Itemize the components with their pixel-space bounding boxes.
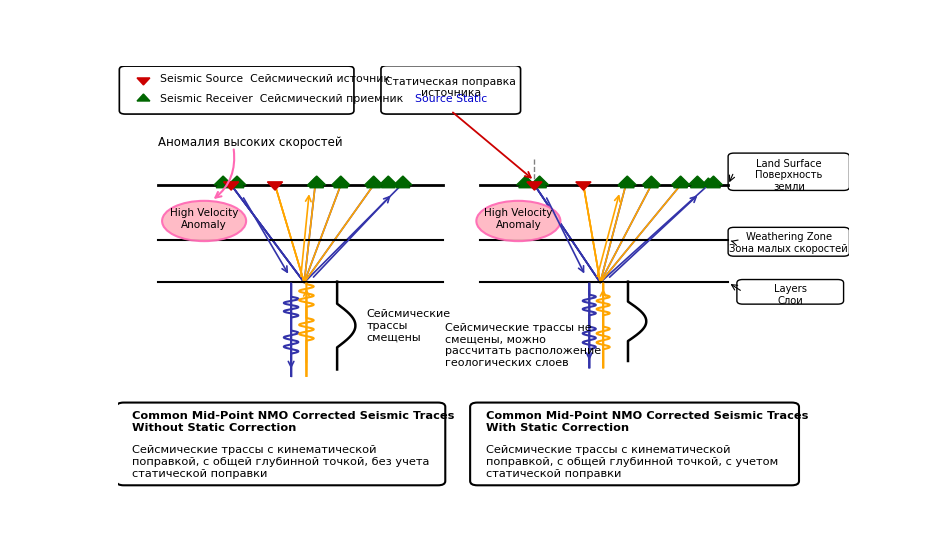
Polygon shape	[230, 180, 244, 188]
Text: Сейсмические трассы с кинематической
поправкой, с общей глубинной точкой, без уч: Сейсмические трассы с кинематической поп…	[132, 445, 430, 479]
Text: Статическая поправка
источника: Статическая поправка источника	[386, 77, 516, 98]
Polygon shape	[527, 182, 542, 190]
FancyBboxPatch shape	[116, 403, 445, 485]
Text: Source Static: Source Static	[415, 94, 487, 104]
Polygon shape	[367, 180, 381, 188]
Polygon shape	[394, 178, 409, 186]
Text: Seismic Receiver  Сейсмический приемник: Seismic Receiver Сейсмический приемник	[160, 94, 404, 104]
Polygon shape	[673, 180, 687, 188]
FancyBboxPatch shape	[471, 403, 799, 485]
FancyBboxPatch shape	[728, 153, 850, 191]
Polygon shape	[333, 178, 348, 186]
Polygon shape	[307, 176, 325, 185]
Polygon shape	[644, 180, 658, 188]
Polygon shape	[216, 180, 230, 188]
FancyBboxPatch shape	[381, 66, 521, 114]
Text: Common Mid-Point NMO Corrected Seismic Traces
Without Static Correction: Common Mid-Point NMO Corrected Seismic T…	[132, 411, 455, 433]
Text: Сейсмические трассы не
смещены, можно
рассчитать расположение
геологических слое: Сейсмические трассы не смещены, можно ра…	[445, 323, 602, 368]
Text: Сейсмические
трассы
смещены: Сейсмические трассы смещены	[367, 309, 451, 342]
Text: Weathering Zone
Зона малых скоростей: Weathering Zone Зона малых скоростей	[729, 232, 848, 253]
Text: High Velocity
Anomaly: High Velocity Anomaly	[170, 208, 239, 230]
Polygon shape	[701, 178, 716, 186]
Polygon shape	[519, 180, 533, 188]
Text: Common Mid-Point NMO Corrected Seismic Traces
With Static Correction: Common Mid-Point NMO Corrected Seismic T…	[487, 411, 808, 433]
Text: High Velocity
Anomaly: High Velocity Anomaly	[484, 208, 553, 230]
Polygon shape	[619, 178, 634, 186]
Polygon shape	[365, 176, 383, 185]
Polygon shape	[531, 176, 549, 185]
Text: Аномалия высоких скоростей: Аномалия высоких скоростей	[158, 136, 342, 149]
Ellipse shape	[162, 201, 246, 241]
Ellipse shape	[476, 201, 560, 241]
Polygon shape	[381, 180, 395, 188]
Polygon shape	[642, 176, 660, 185]
Polygon shape	[671, 176, 689, 185]
Polygon shape	[688, 176, 706, 185]
Polygon shape	[307, 178, 323, 186]
Polygon shape	[673, 178, 688, 186]
Polygon shape	[644, 178, 659, 186]
Polygon shape	[517, 176, 535, 185]
Polygon shape	[379, 176, 397, 185]
Polygon shape	[396, 180, 410, 188]
Polygon shape	[366, 178, 381, 186]
Polygon shape	[704, 176, 722, 185]
FancyBboxPatch shape	[728, 228, 850, 256]
Polygon shape	[619, 176, 637, 185]
Polygon shape	[332, 176, 350, 185]
FancyBboxPatch shape	[736, 279, 844, 304]
Polygon shape	[223, 182, 239, 190]
Polygon shape	[690, 180, 704, 188]
Polygon shape	[214, 176, 232, 185]
Polygon shape	[137, 94, 150, 101]
Text: Land Surface
Поверхность
земли: Land Surface Поверхность земли	[755, 159, 822, 192]
Polygon shape	[533, 180, 547, 188]
Text: Seismic Source  Сейсмический источник: Seismic Source Сейсмический источник	[160, 74, 390, 84]
Text: Layers
Слои: Layers Слои	[774, 284, 806, 306]
Polygon shape	[268, 182, 283, 190]
Polygon shape	[576, 182, 591, 190]
Polygon shape	[228, 176, 246, 185]
Polygon shape	[309, 180, 323, 188]
Polygon shape	[706, 180, 720, 188]
Polygon shape	[394, 176, 412, 185]
Polygon shape	[620, 180, 635, 188]
Polygon shape	[137, 78, 150, 85]
Text: Сейсмические трассы с кинематической
поправкой, с общей глубинной точкой, с учет: Сейсмические трассы с кинематической поп…	[487, 445, 779, 479]
Polygon shape	[334, 180, 348, 188]
FancyBboxPatch shape	[120, 66, 354, 114]
